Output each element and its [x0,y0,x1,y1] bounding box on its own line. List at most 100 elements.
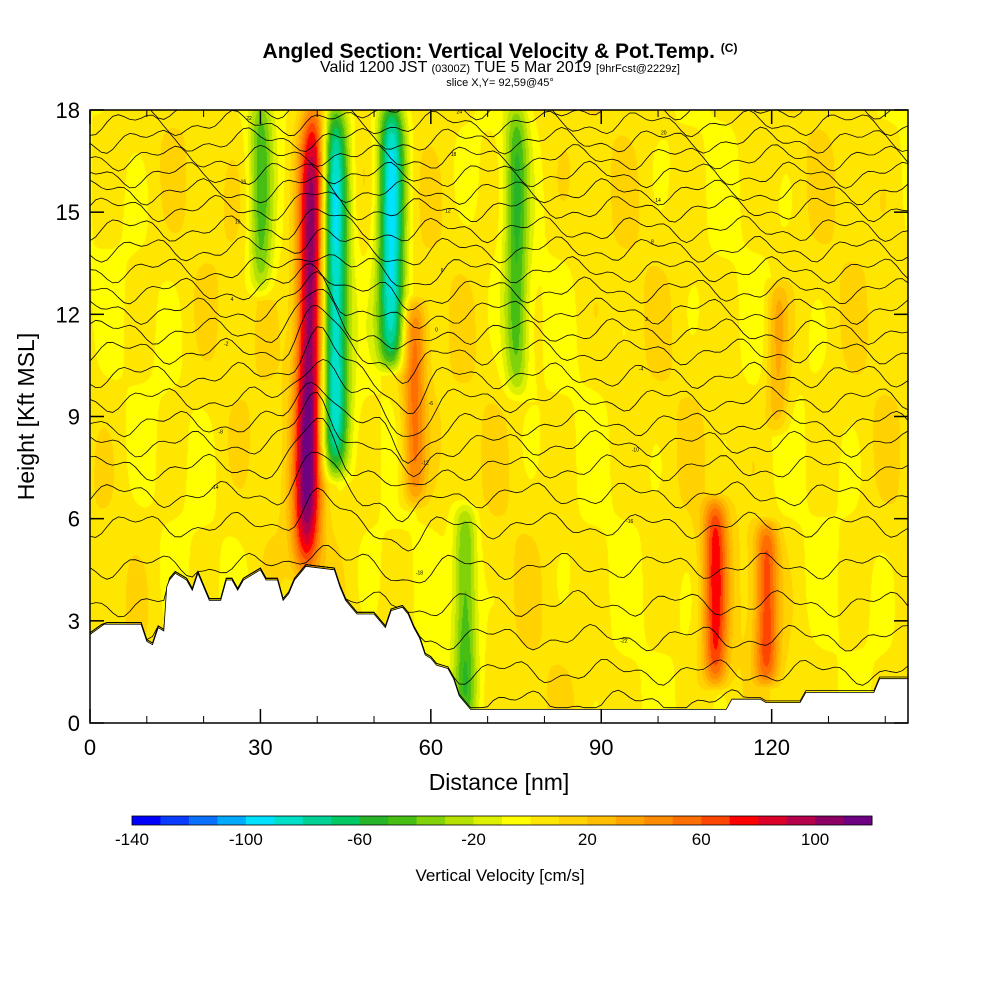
isentrope-label: 10 [235,219,241,225]
y-tick-label: 15 [56,200,80,225]
colorbar-tick-label: 60 [692,830,711,849]
y-tick-label: 6 [68,507,80,532]
x-tick-label: 0 [84,735,96,760]
colorbar-tick-label: -140 [115,830,149,849]
isentrope-label: -2 [224,341,229,347]
isentrope-line [90,227,908,266]
x-tick-label: 90 [589,735,613,760]
isentrope-label: -8 [218,430,223,436]
colorbar-swatch [843,816,873,825]
terrain-mask [90,565,908,723]
isentrope-label: -4 [639,367,644,373]
isentrope-line [90,144,908,172]
colorbar-swatch [132,816,161,825]
isentrope-label: -18 [416,571,423,577]
colorbar: -140 -100 -60 -20 20 60 100 Vertical Velocity [… [115,815,873,885]
isentrope-line [90,76,908,103]
colorbar-swatch [644,816,674,825]
colorbar-swatch [217,816,247,825]
y-tick-label: 3 [68,609,80,634]
isentrope-line [90,110,908,138]
colorbar-tick-label: 100 [801,830,829,849]
chart-title-text: Angled Section: Vertical Velocity & Pot.… [262,40,715,63]
colorbar-swatch [188,816,218,825]
colorbar-swatch [587,816,617,825]
isentrope-label: -14 [211,485,218,491]
colorbar-tick-label: -20 [461,830,486,849]
colorbar-swatch [388,816,418,825]
colorbar-swatch [558,816,588,825]
isentrope-line [90,326,908,415]
isentrope-line [90,271,908,329]
x-tick-label: 60 [419,735,443,760]
x-tick-label: 120 [753,735,790,760]
isentrope-line [90,417,908,487]
colorbar-swatch [416,816,446,825]
colorbar-swatch [245,816,275,825]
isentrope-label: 14 [655,198,661,204]
colorbar-tick-label: -60 [347,830,372,849]
colorbar-swatch [502,816,531,825]
y-tick-label: 0 [68,711,80,736]
isentrope-label: 0 [435,328,438,334]
isentrope-line [90,391,908,478]
isentrope-label: 12 [445,209,451,215]
isentrope-line [90,191,908,223]
colorbar-swatch [672,816,702,825]
isentrope-label: 22 [246,116,252,122]
colorbar-tick-label: 20 [578,830,597,849]
isentrope-line [90,175,908,206]
isentrope-line [90,381,908,464]
isentrope-label: 8 [651,239,654,245]
isentrope-label: -6 [429,401,434,407]
colorbar-tick-label: -100 [229,830,263,849]
colorbar-swatch [359,816,389,825]
valid-forecast: [9hrFcst@2229z] [596,63,680,75]
isentrope-label: 24 [456,110,462,116]
colorbar-swatch [331,816,361,825]
isentrope-label: -16 [626,519,633,525]
colorbar-swatch [758,816,788,825]
chart-title: Angled Section: Vertical Velocity & Pot.… [0,36,1000,64]
isentrope-contours: -25-24-22-20-18-16-14-12-10-8-6-4-202468… [90,76,908,709]
x-tick-label: 30 [248,735,272,760]
isentrope-line [90,487,908,552]
title-block: Angled Section: Vertical Velocity & Pot.… [0,36,1000,89]
isentrope-label: 2 [645,317,648,323]
colorbar-swatch [530,816,560,825]
colorbar-swatch [445,816,475,825]
isentrope-label: -22 [620,639,627,645]
valid-date: TUE 5 Mar 2019 [474,59,592,76]
colorbar-frame [131,815,873,826]
colorbar-swatch [701,816,731,825]
isentrope-label: -10 [632,448,639,454]
isentrope-label: -12 [422,461,429,467]
chart-title-mark: (C) [720,41,738,55]
isentrope-line [90,126,908,155]
colorbar-swatch [473,816,503,825]
isentrope-line [90,545,908,584]
isentrope-line [90,263,908,311]
y-axis-title: Height [Kft MSL] [13,333,39,500]
isentrope-line [90,288,908,350]
isentrope-line [90,208,908,244]
slice-line: slice X,Y= 92,59@45° [446,77,554,89]
y-tick-label: 18 [56,98,80,123]
colorbar-swatch [729,816,759,825]
valid-time-line: Valid 1200 JST (0300Z) TUE 5 Mar 2019 [9… [0,60,1000,77]
isentrope-line [90,358,908,437]
colorbar-swatch [160,816,190,825]
x-axis-title: Distance [nm] [429,769,570,795]
valid-prefix: Valid 1200 JST [320,59,428,76]
colorbar-swatch [786,816,816,825]
isentrope-label: 4 [231,297,234,303]
isentrope-label: 18 [451,152,457,158]
colorbar-swatch [815,816,845,825]
valid-utc: (0300Z) [431,63,471,75]
isentrope-line [90,451,908,523]
colorbar-swatch [615,816,645,825]
colorbar-title: Vertical Velocity [cm/s] [415,866,584,885]
isentrope-line [90,305,908,385]
